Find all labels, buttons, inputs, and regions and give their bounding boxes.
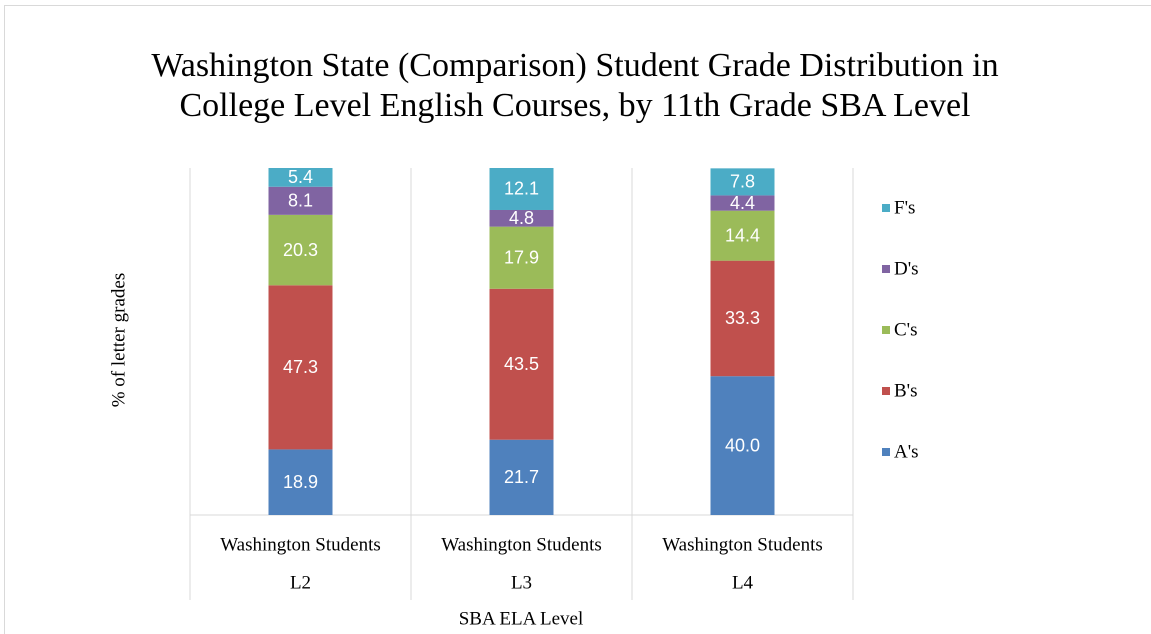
data-label: 4.8 [509,208,534,228]
data-label: 17.9 [504,247,539,267]
bar-segment [268,285,333,450]
x-tick-label: Washington Students [662,534,823,555]
bar-segment [268,168,333,187]
x-tick-label: Washington Students [220,534,381,555]
data-label: 47.3 [283,357,318,377]
bar-segment [489,209,554,227]
bar-segment [710,376,775,515]
x-axis-label: SBA ELA Level [459,608,584,629]
data-label: 21.7 [504,467,539,487]
bar-segment [489,439,554,515]
data-label: 7.8 [730,172,755,192]
x-group-label: L2 [290,572,311,593]
legend-swatch [882,326,890,334]
data-label: 4.4 [730,193,755,213]
legend-swatch [882,387,890,395]
legend-swatch [882,265,890,273]
legend-label: B's [894,380,918,401]
data-label: 8.1 [288,191,313,211]
y-axis-label: % of letter grades [108,273,129,408]
bar-segment [268,214,333,286]
bar-segment [489,168,554,210]
legend-label: D's [894,258,919,279]
data-label: 12.1 [504,179,539,199]
bar-segment [268,186,333,215]
legend-swatch [882,448,890,456]
data-label: 40.0 [725,435,760,455]
data-label: 14.4 [725,225,760,245]
chart-border [4,5,1151,634]
legend-label: F's [894,197,915,218]
bar-segment [710,260,775,377]
bar-segment [710,210,775,261]
data-label: 43.5 [504,354,539,374]
bar-segment [489,226,554,289]
x-group-label: L3 [511,572,532,593]
data-label: 18.9 [283,472,318,492]
data-label: 5.4 [288,167,313,187]
data-label: 20.3 [283,240,318,260]
x-group-label: L4 [732,572,754,593]
legend-label: A's [894,441,919,462]
legend-swatch [882,204,890,212]
bar-segment [710,195,775,211]
data-label: 33.3 [725,308,760,328]
chart-title: Washington State (Comparison) Student Gr… [151,47,999,124]
bar-segment [268,449,333,515]
bar-segment [489,288,554,440]
x-tick-label: Washington Students [441,534,602,555]
bar-segment [710,168,775,196]
legend-label: C's [894,319,918,340]
